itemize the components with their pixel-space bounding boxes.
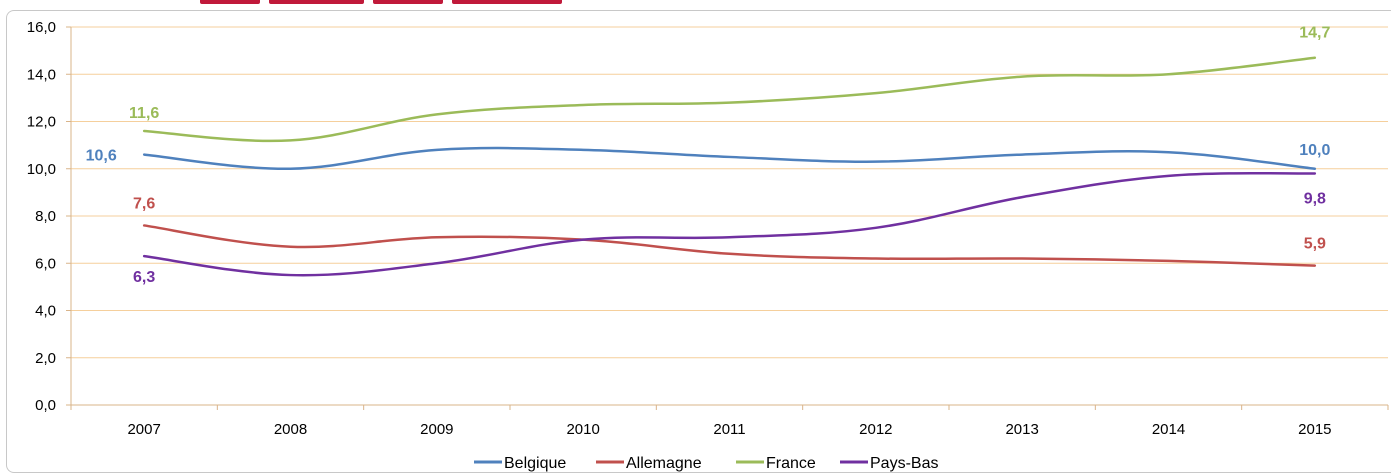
series-line-allemagne: [142, 224, 1317, 267]
legend-entry: France: [736, 455, 816, 472]
x-tick-label: 2007: [127, 421, 160, 438]
y-tick-label: 12,0: [27, 114, 56, 131]
y-tick-label: 8,0: [35, 208, 56, 225]
axes: [66, 26, 1389, 410]
top-strip: [0, 0, 1393, 10]
series-lines: [142, 56, 1317, 277]
data-labels: 10,6 10,0 7,6 5,9 11,6 14,7 6,3 9,8: [86, 25, 1331, 286]
data-label: 5,9: [1304, 236, 1326, 253]
data-label: 14,7: [1299, 25, 1330, 42]
legend: Belgique Allemagne France Pays-Bas: [474, 455, 938, 472]
y-tick-label: 16,0: [27, 19, 56, 36]
y-axis-tick-labels: 0,0 2,0 4,0 6,0 8,0 10,0 12,0 14,0 16,0: [27, 19, 56, 414]
x-tick-label: 2013: [1005, 421, 1038, 438]
x-tick-label: 2011: [713, 421, 745, 438]
legend-entry: Pays-Bas: [840, 455, 938, 472]
x-tick-label: 2014: [1152, 421, 1185, 438]
data-label: 6,3: [133, 269, 155, 286]
data-label: 7,6: [133, 195, 155, 212]
x-tick-label: 2009: [420, 421, 453, 438]
gridlines: [71, 26, 1388, 359]
y-tick-label: 4,0: [35, 303, 56, 320]
y-tick-label: 10,0: [27, 161, 56, 178]
data-label: 9,8: [1304, 190, 1326, 207]
x-tick-label: 2010: [566, 421, 599, 438]
y-tick-label: 14,0: [27, 66, 56, 83]
y-tick-label: 0,0: [35, 397, 56, 414]
legend-label: France: [766, 455, 816, 472]
series-line-pays-bas: [142, 171, 1317, 277]
legend-label: Allemagne: [626, 455, 702, 472]
legend-label: Belgique: [504, 455, 566, 472]
x-tick-label: 2012: [859, 421, 892, 438]
x-tick-label: 2008: [274, 421, 307, 438]
data-label: 10,0: [1299, 142, 1330, 159]
data-label: 11,6: [129, 105, 159, 122]
y-tick-label: 2,0: [35, 350, 56, 367]
x-tick-label: 2015: [1298, 421, 1331, 438]
cropped-title-remnant: [200, 0, 620, 4]
legend-label: Pays-Bas: [870, 455, 938, 472]
data-label: 10,6: [86, 148, 117, 165]
legend-entry: Belgique: [474, 455, 566, 472]
legend-entry: Allemagne: [596, 455, 702, 472]
series-line-belgique: [142, 146, 1317, 171]
series-line-france: [142, 56, 1317, 143]
y-tick-label: 6,0: [35, 255, 56, 272]
x-axis-tick-labels: 2007 2008 2009 2010 2011 2012 2013 2014 2015: [127, 421, 1331, 438]
